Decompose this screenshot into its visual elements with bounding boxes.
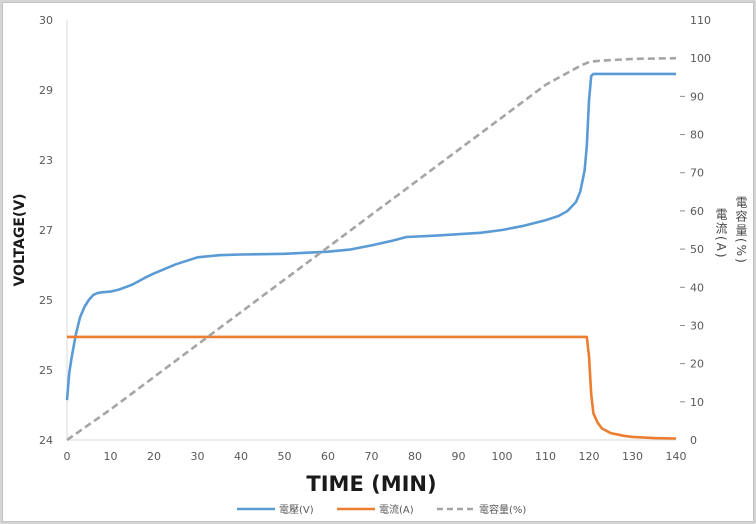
y-tick-label: 23 (39, 154, 53, 167)
y-tick-label: 25 (39, 294, 53, 307)
y2-tick-label: 20 (690, 358, 704, 371)
y-tick-label: 25 (39, 364, 53, 377)
x-tick-label: 140 (666, 450, 687, 463)
y-tick-label: 29 (39, 84, 53, 97)
y2-tick-label: 30 (690, 319, 704, 332)
y2-axis-label-part: 電容量(%) (734, 196, 748, 265)
y2-tick-label: 60 (690, 205, 704, 218)
x-tick-label: 130 (622, 450, 643, 463)
y2-tick-label: 110 (690, 14, 711, 27)
y2-axis-label-part: 電流(A) (714, 208, 728, 260)
x-tick-label: 80 (408, 450, 422, 463)
y-tick-label: 24 (39, 434, 53, 447)
legend: 電壓(V) 電流(A) 電容量(%) (237, 503, 526, 516)
series-line (66, 56, 677, 442)
y2-tick-label: 100 (690, 52, 711, 65)
x-tick-label: 20 (147, 450, 161, 463)
y2-tick-label: 80 (690, 129, 704, 142)
y2-tick-label: 40 (690, 281, 704, 294)
series-line (67, 335, 677, 440)
line-chart: 0 10 20 30 40 50 60 70 80 90 100 110 120 130 140242525… (12, 14, 748, 516)
y-tick-label: 27 (39, 224, 53, 237)
x-tick-label: 50 (278, 450, 292, 463)
series-line (65, 72, 676, 401)
y2-tick-label: 70 (690, 167, 704, 180)
x-tick-label: 60 (321, 450, 335, 463)
x-tick-label: 70 (365, 450, 379, 463)
y2-axis-label: 電流(A) 電容量(%) (714, 196, 748, 265)
legend-entry: 電壓(V) (279, 504, 314, 516)
x-axis-label: TIME (MIN) (306, 472, 436, 496)
x-tick-label: 30 (191, 450, 205, 463)
legend-entry: 電容量(%) (479, 503, 526, 516)
x-tick-label: 90 (452, 450, 466, 463)
x-tick-label: 40 (234, 450, 248, 463)
y2-tick-label: 10 (690, 396, 704, 409)
y2-tick-label: 50 (690, 243, 704, 256)
y2-tick-label: 90 (690, 90, 704, 103)
y2-tick-label: 0 (690, 434, 697, 447)
x-tick-label: 10 (104, 450, 118, 463)
x-tick-label: 120 (579, 450, 600, 463)
x-tick-label: 110 (535, 450, 556, 463)
x-tick-label: 100 (492, 450, 513, 463)
x-tick-label: 0 (64, 450, 71, 463)
y-axis-label: VOLTAGE(V) (12, 193, 28, 286)
y-tick-label: 30 (39, 14, 53, 27)
legend-entry: 電流(A) (379, 503, 414, 516)
